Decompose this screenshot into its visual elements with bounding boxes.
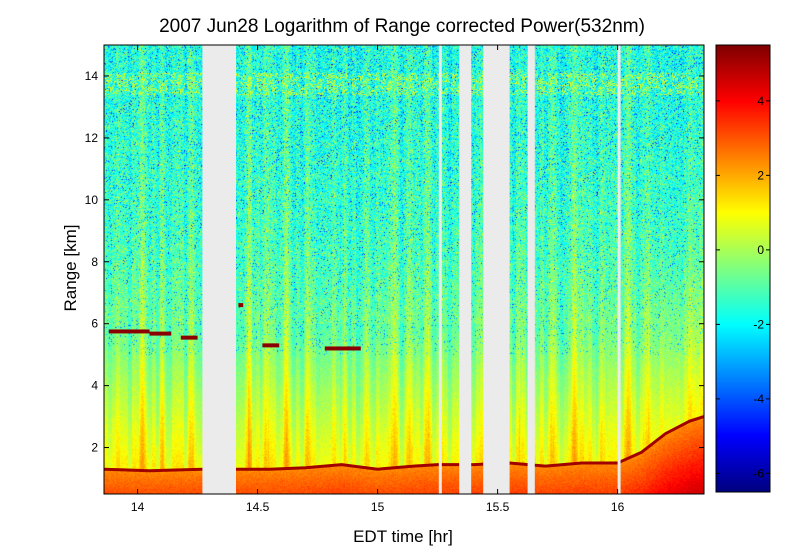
data-gaps <box>202 45 621 494</box>
data-gap-5 <box>617 45 621 494</box>
y-axis-ticks: 2 4 6 8 10 12 14 <box>85 69 704 455</box>
x-tick-label: 14.5 <box>246 500 270 514</box>
cloud-layer-4 <box>262 343 280 348</box>
data-gap-2 <box>459 45 472 494</box>
y-tick-label: 8 <box>91 255 98 269</box>
y-tick-label: 10 <box>85 193 99 207</box>
colorbar-gradient <box>716 45 770 492</box>
heatmap-image <box>104 45 704 494</box>
colorbar-tick-label: -4 <box>753 392 764 406</box>
colorbar-tick-label: 0 <box>757 243 764 257</box>
x-tick-label: 15.5 <box>486 500 510 514</box>
colorbar-frame <box>715 44 771 493</box>
data-gap-0 <box>202 45 236 494</box>
y-tick-label: 6 <box>91 317 98 331</box>
cloud-layer-5 <box>324 346 361 351</box>
plot-area <box>103 44 705 495</box>
y-axis-label: Range [km] <box>61 225 80 312</box>
data-gap-3 <box>483 45 510 494</box>
cloud-layer-3 <box>238 303 244 308</box>
colorbar: -6 -4 -2 0 2 4 <box>715 44 771 493</box>
chart-title: 2007 Jun28 Logarithm of Range corrected … <box>159 16 645 37</box>
x-axis-ticks: 14 14.5 15 15.5 16 <box>131 45 625 514</box>
y-tick-label: 14 <box>85 69 99 83</box>
colorbar-tick-label: -6 <box>753 466 764 480</box>
y-tick-label: 4 <box>91 379 98 393</box>
colorbar-tick-label: 4 <box>757 94 764 108</box>
x-tick-label: 16 <box>611 500 625 514</box>
y-tick-label: 2 <box>91 441 98 455</box>
data-gap-1 <box>438 45 442 494</box>
x-tick-label: 15 <box>371 500 385 514</box>
y-tick-label: 12 <box>85 131 99 145</box>
cloud-layer-0 <box>108 329 150 334</box>
cloud-layer-1 <box>149 331 172 336</box>
plot-frame <box>103 44 705 495</box>
x-axis-label: EDT time [hr] <box>353 527 453 546</box>
x-tick-label: 14 <box>131 500 145 514</box>
colorbar-tick-label: 2 <box>757 168 764 182</box>
cloud-layer-2 <box>180 335 198 340</box>
colorbar-ticks: -6 -4 -2 0 2 4 <box>716 94 770 480</box>
colorbar-tick-label: -2 <box>753 317 764 331</box>
data-gap-4 <box>527 45 535 494</box>
